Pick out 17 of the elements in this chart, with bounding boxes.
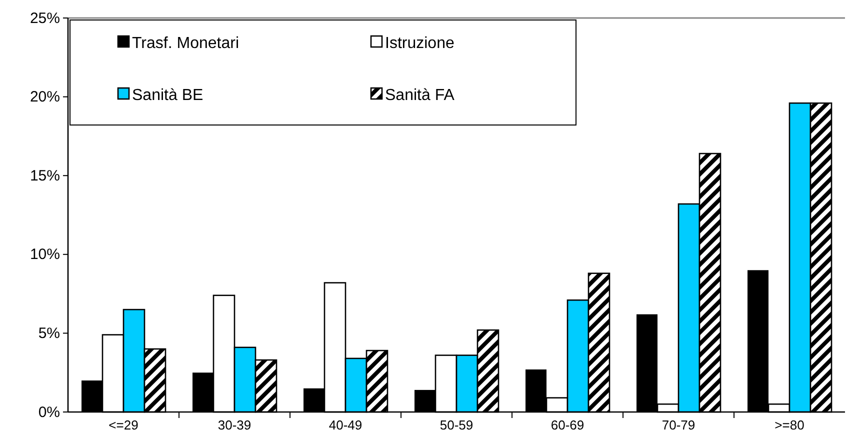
x-tick-label: 30-39 (218, 417, 252, 432)
y-tick-label: 15% (30, 167, 60, 184)
x-tick-label: <=29 (108, 417, 138, 432)
legend-label: Sanità FA (385, 87, 455, 104)
y-tick-label: 5% (38, 325, 60, 342)
x-tick-label: 50-59 (440, 417, 474, 432)
y-tick-label: 0% (38, 404, 60, 421)
y-tick-label: 10% (30, 246, 60, 264)
x-tick-label: 40-49 (328, 417, 362, 432)
x-tick-label: >=80 (774, 417, 804, 432)
legend-label: Sanità BE (132, 87, 204, 104)
y-tick-label: 25% (30, 10, 60, 27)
y-tick-label: 20% (30, 88, 60, 106)
legend-label: Istruzione (385, 35, 454, 52)
x-tick-label: 60-69 (550, 417, 584, 432)
legend-label: Trasf. Monetari (132, 35, 239, 52)
x-tick-label: 70-79 (662, 417, 696, 432)
